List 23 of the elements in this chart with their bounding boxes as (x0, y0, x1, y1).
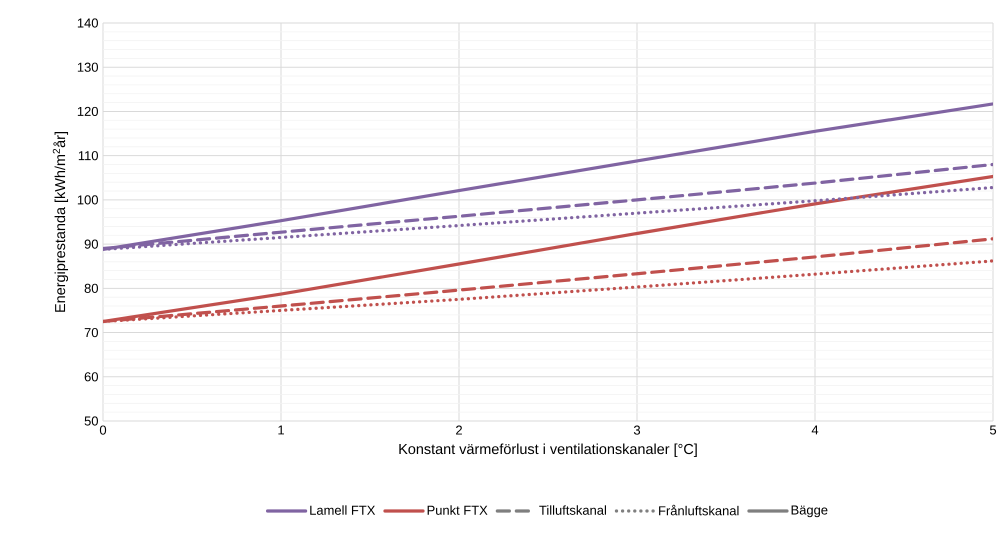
x-tick-label: 1 (278, 426, 284, 434)
x-tick-label: 0 (100, 426, 106, 435)
x-tick-label: 3 (634, 426, 640, 435)
y-axis-title: Energiprestanda [kWh/m$^{2}$år] (52, 132, 68, 312)
legend-label: Tilluftskanal (539, 505, 606, 515)
y-tick-label: 100 (78, 195, 98, 204)
y-tick-label: 120 (78, 106, 98, 116)
x-tick-label: 2 (456, 426, 462, 435)
y-tick-label: 140 (78, 18, 98, 28)
legend-label: Punkt FTX (428, 505, 488, 515)
y-tick-label: 70 (84, 328, 98, 338)
y-tick-label: 130 (78, 62, 98, 72)
x-axis-title: Konstant värmeförlust i ventilationskanaler [°C] (399, 444, 697, 457)
legend-label: Frånluftskanal (659, 504, 739, 516)
x-tick-label: 5 (990, 426, 996, 435)
y-tick-label: 80 (84, 284, 98, 293)
legend-label: Lamell FTX (310, 505, 376, 515)
y-tick-label: 50 (84, 416, 98, 426)
y-tick-label: 90 (84, 240, 98, 249)
y-tick-label: 60 (84, 372, 98, 382)
legend-label: Bägge (792, 506, 828, 518)
x-tick-label: 4 (812, 426, 818, 434)
y-tick-label: 110 (78, 151, 98, 160)
